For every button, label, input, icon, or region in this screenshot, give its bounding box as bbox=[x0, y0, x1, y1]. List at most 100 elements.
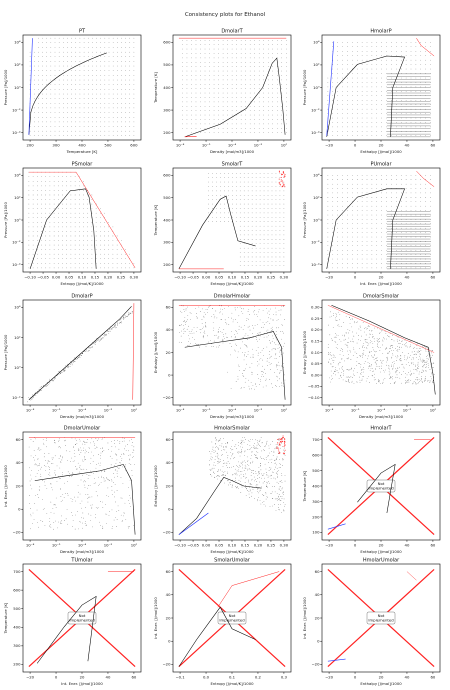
state-point bbox=[391, 50, 392, 52]
state-point bbox=[426, 361, 427, 363]
state-point bbox=[87, 231, 88, 232]
state-point bbox=[259, 261, 261, 262]
state-point bbox=[410, 82, 412, 83]
state-point bbox=[337, 77, 338, 79]
state-point bbox=[208, 212, 209, 214]
state-point bbox=[243, 203, 245, 205]
state-point bbox=[114, 496, 115, 498]
state-point bbox=[118, 323, 120, 324]
state-point bbox=[121, 520, 123, 522]
state-point bbox=[204, 332, 206, 334]
state-point bbox=[79, 98, 81, 99]
state-point bbox=[209, 132, 210, 133]
state-point bbox=[133, 65, 135, 67]
state-point bbox=[327, 108, 329, 110]
state-point bbox=[361, 108, 363, 110]
state-point bbox=[96, 135, 97, 137]
state-point bbox=[405, 86, 407, 88]
state-point bbox=[332, 108, 334, 110]
state-point bbox=[425, 77, 426, 79]
state-point bbox=[112, 70, 114, 71]
state-point bbox=[383, 371, 385, 373]
state-point bbox=[364, 331, 365, 333]
state-point bbox=[28, 253, 30, 255]
state-point bbox=[182, 305, 184, 307]
state-point bbox=[185, 309, 187, 311]
state-point bbox=[112, 235, 114, 237]
state-point bbox=[258, 363, 260, 365]
state-point bbox=[79, 203, 80, 205]
state-point bbox=[112, 327, 114, 328]
state-point bbox=[67, 93, 68, 95]
state-point bbox=[352, 331, 353, 333]
state-point bbox=[283, 203, 285, 205]
state-point bbox=[415, 366, 416, 367]
state-point bbox=[92, 42, 93, 44]
state-point bbox=[101, 471, 102, 473]
state-point bbox=[409, 346, 411, 347]
state-point bbox=[258, 66, 260, 67]
state-point bbox=[356, 126, 358, 128]
state-point bbox=[87, 42, 89, 44]
state-point bbox=[263, 177, 265, 178]
state-point bbox=[405, 192, 407, 194]
state-point bbox=[116, 473, 118, 474]
state-point bbox=[200, 79, 201, 81]
state-point bbox=[100, 263, 101, 264]
state-point bbox=[375, 362, 377, 364]
state-point bbox=[228, 212, 229, 214]
state-point bbox=[75, 121, 77, 123]
state-point bbox=[253, 311, 255, 313]
state-point bbox=[187, 315, 189, 317]
state-point bbox=[133, 42, 135, 44]
state-point bbox=[68, 366, 69, 368]
state-point bbox=[79, 226, 80, 228]
state-point bbox=[54, 93, 56, 95]
state-point bbox=[376, 59, 378, 61]
state-point bbox=[380, 365, 382, 367]
state-point bbox=[415, 188, 417, 189]
state-point bbox=[259, 212, 261, 214]
state-point bbox=[381, 104, 382, 105]
state-point bbox=[101, 439, 103, 441]
state-point bbox=[73, 361, 74, 363]
state-point bbox=[276, 334, 278, 335]
state-point bbox=[41, 212, 42, 214]
state-point bbox=[227, 61, 228, 63]
state-point bbox=[281, 61, 283, 63]
state-point bbox=[361, 122, 363, 123]
state-point bbox=[408, 362, 409, 363]
state-point bbox=[104, 47, 106, 48]
state-point bbox=[283, 225, 285, 227]
state-point bbox=[91, 203, 93, 205]
state-point bbox=[286, 48, 287, 50]
state-point bbox=[337, 227, 338, 229]
state-point bbox=[379, 328, 381, 330]
state-point bbox=[275, 217, 277, 218]
state-point bbox=[121, 322, 122, 324]
state-point bbox=[381, 232, 382, 233]
state-point bbox=[398, 339, 400, 341]
state-point bbox=[218, 127, 219, 129]
state-point bbox=[332, 122, 334, 123]
state-point bbox=[83, 51, 85, 53]
state-point bbox=[216, 177, 217, 178]
state-point bbox=[249, 388, 250, 390]
state-point bbox=[105, 334, 107, 335]
state-point bbox=[431, 373, 432, 375]
state-point bbox=[332, 245, 334, 247]
state-point bbox=[92, 61, 93, 62]
state-point bbox=[39, 486, 41, 488]
state-point bbox=[391, 350, 392, 351]
state-point bbox=[239, 252, 241, 253]
state-point bbox=[87, 249, 88, 250]
state-point bbox=[231, 88, 233, 89]
state-point bbox=[209, 83, 210, 85]
state-point bbox=[249, 366, 251, 368]
state-point bbox=[371, 227, 373, 229]
y-axis-label: Pressure [Pa]/1000 bbox=[302, 69, 307, 105]
state-point bbox=[228, 177, 229, 178]
state-point bbox=[391, 223, 392, 225]
state-point bbox=[407, 356, 408, 358]
